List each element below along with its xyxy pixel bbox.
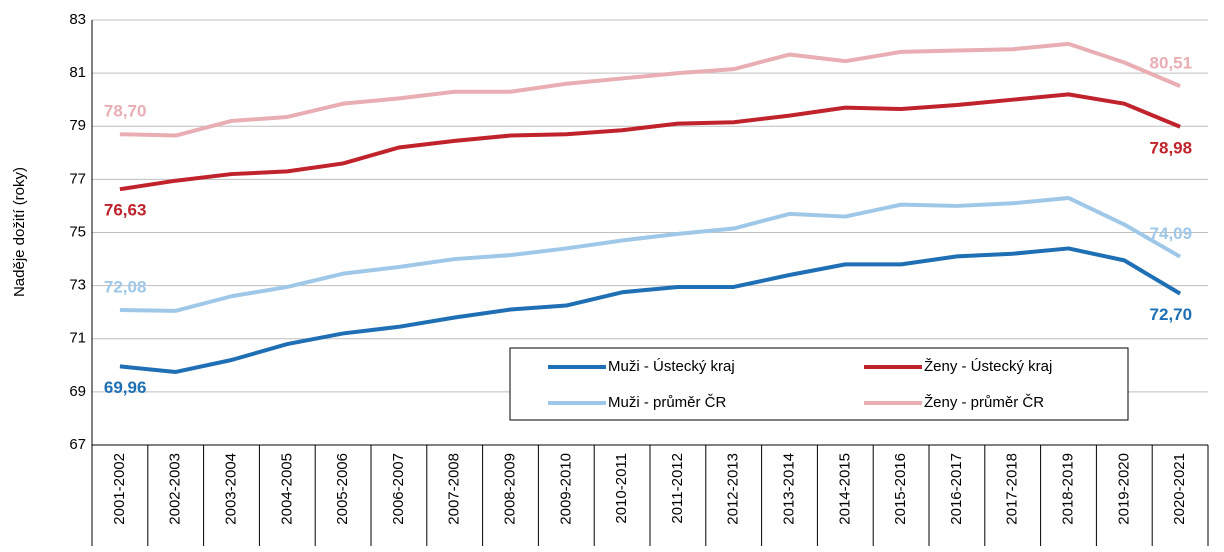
legend-label: Muži - Ústecký kraj: [608, 358, 735, 375]
x-tick-label: 2003-2004: [222, 453, 239, 525]
y-tick-label: 75: [69, 223, 86, 240]
x-tick-label: 2005-2006: [334, 453, 351, 525]
series-line: [119, 41, 1181, 138]
x-tick-label: 2011-2012: [669, 453, 686, 524]
data-label: 76,63: [104, 201, 147, 220]
x-tick-label: 2007-2008: [446, 453, 463, 525]
y-tick-label: 79: [69, 117, 86, 134]
x-tick-label: 2012-2013: [725, 453, 742, 525]
x-tick-label: 2001-2002: [111, 453, 128, 525]
x-tick-label: 2015-2016: [892, 453, 909, 525]
x-tick-label: 2008-2009: [501, 453, 518, 525]
series-line: [119, 246, 1182, 374]
series-line: [119, 92, 1181, 192]
y-axis-title: Naděje dožití (roky): [11, 167, 28, 297]
y-tick-label: 69: [69, 383, 86, 400]
legend-label: Ženy - průměr ČR: [924, 394, 1044, 411]
y-tick-label: 83: [69, 11, 86, 28]
data-label: 74,09: [1150, 224, 1193, 243]
data-label: 72,70: [1150, 305, 1193, 324]
x-tick-label: 2019-2020: [1115, 453, 1132, 525]
y-tick-label: 73: [69, 277, 86, 294]
x-tick-label: 2018-2019: [1059, 453, 1076, 525]
x-tick-label: 2014-2015: [836, 453, 853, 525]
legend-label: Muži - průměr ČR: [608, 394, 727, 411]
x-tick-label: 2009-2010: [557, 453, 574, 525]
y-tick-label: 77: [69, 170, 86, 187]
x-tick-label: 2002-2003: [167, 453, 184, 525]
data-label: 80,51: [1150, 54, 1193, 73]
x-tick-label: 2017-2018: [1004, 453, 1021, 525]
data-label: 69,96: [104, 378, 147, 397]
series-line: [119, 195, 1182, 313]
x-tick-label: 2004-2005: [278, 453, 295, 525]
x-tick-label: 2006-2007: [390, 453, 407, 525]
x-tick-label: 2013-2014: [780, 453, 797, 525]
legend-label: Ženy - Ústecký kraj: [924, 358, 1052, 375]
x-tick-label: 2010-2011: [613, 453, 630, 524]
x-tick-label: 2016-2017: [948, 453, 965, 525]
data-label: 78,70: [104, 102, 147, 121]
y-tick-label: 71: [69, 330, 86, 347]
x-tick-label: 2020-2021: [1171, 453, 1188, 525]
y-tick-label: 81: [69, 64, 86, 81]
y-tick-label: 67: [69, 436, 86, 453]
legend-box: [509, 347, 1129, 421]
data-label: 78,98: [1150, 138, 1193, 157]
data-label: 72,08: [104, 278, 147, 297]
